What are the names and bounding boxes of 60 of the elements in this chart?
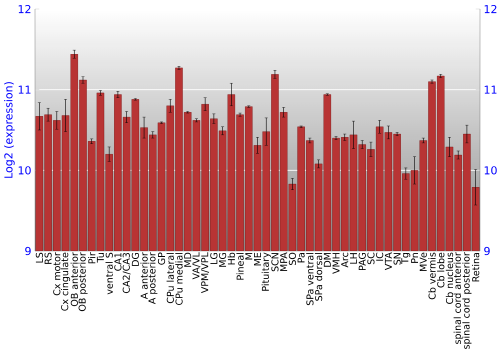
- x-tick-label: Cx cingulate: [60, 252, 70, 311]
- x-tick-label: DG: [132, 252, 139, 266]
- x-tick-label: VA/VL: [192, 252, 200, 280]
- x-tick-label: Tu: [96, 253, 104, 263]
- x-tick-label: MPA: [280, 252, 288, 272]
- x-tick-label: A posterior: [148, 252, 158, 304]
- x-tick-label: SO: [288, 252, 296, 266]
- y-tick-label: 11: [18, 86, 30, 94]
- x-tick-label: OB posterior: [78, 252, 88, 312]
- x-tick-label: Hb: [228, 252, 235, 264]
- x-tick-label: Cx motor: [53, 252, 60, 296]
- x-tick-label: SC: [367, 252, 375, 264]
- x-tick-label: VMH: [332, 253, 340, 274]
- x-tick-label: SN: [394, 253, 401, 265]
- x-tick-label: Pn: [411, 252, 418, 263]
- x-tick-label: Pa: [298, 253, 305, 262]
- x-tick-label: LS: [36, 252, 43, 263]
- x-tick-label: A anterior: [140, 252, 148, 300]
- x-tick-label: CA2/CA3: [122, 252, 131, 294]
- x-tick-label: Cb vermis: [428, 252, 436, 300]
- x-tick-label: CA1: [114, 253, 122, 271]
- y2-tick-label: 12: [484, 4, 496, 14]
- x-tick-label: Cb lobe: [437, 252, 444, 288]
- x-tick-label: MVe: [420, 252, 427, 271]
- y-tick-label: 9: [25, 246, 31, 256]
- x-tick-label: SPa dorsal: [314, 253, 322, 301]
- x-tick-label: ME: [254, 252, 261, 266]
- x-tick-label: VTA: [384, 252, 392, 270]
- x-tick-label: LG: [210, 252, 218, 264]
- x-tick-label: PAG: [358, 252, 366, 270]
- x-tick-label: Retina: [472, 253, 480, 282]
- y-axis-title: Log2 (expression): [4, 82, 15, 178]
- x-tick-label: Tg: [401, 253, 410, 264]
- y-tick-label: 10: [18, 166, 31, 174]
- x-tick-label: Pir: [88, 252, 96, 264]
- x-tick-label: Arc: [341, 252, 348, 268]
- y-tick-label: 12: [18, 4, 30, 14]
- x-tick-label: IC: [376, 252, 384, 261]
- x-tick-label: Pituitary: [262, 252, 271, 291]
- x-tick-label: Cb nucleus: [446, 252, 454, 304]
- x-tick-label: CPu lateral: [166, 253, 174, 304]
- x-tick-label: LH: [350, 253, 357, 264]
- x-tick-label: SPa ventral: [306, 253, 314, 306]
- x-tick-label: SCN: [271, 253, 279, 272]
- x-tick-label: OB anterior: [70, 252, 78, 306]
- y2-tick-label: 11: [484, 86, 496, 94]
- x-tick-label: VPM/VPL: [201, 252, 210, 294]
- x-tick-label: M: [245, 253, 252, 260]
- x-tick-label: Pineal: [236, 253, 244, 280]
- x-tick-label: GP: [158, 252, 166, 265]
- x-tick-label: RS: [44, 252, 52, 264]
- x-tick-label: spinal cord anterior: [454, 252, 463, 344]
- x-tick-label: DM: [324, 253, 331, 267]
- x-tick-label: MD: [184, 252, 192, 267]
- y2-tick-label: 10: [484, 166, 497, 174]
- y2-tick-label: 9: [484, 246, 490, 256]
- x-tick-label: CPu medial: [175, 253, 183, 305]
- x-tick-label: spinal cord posterior: [462, 252, 472, 349]
- x-tick-label: MG: [219, 252, 226, 267]
- x-tick-label: ventral S: [106, 252, 113, 294]
